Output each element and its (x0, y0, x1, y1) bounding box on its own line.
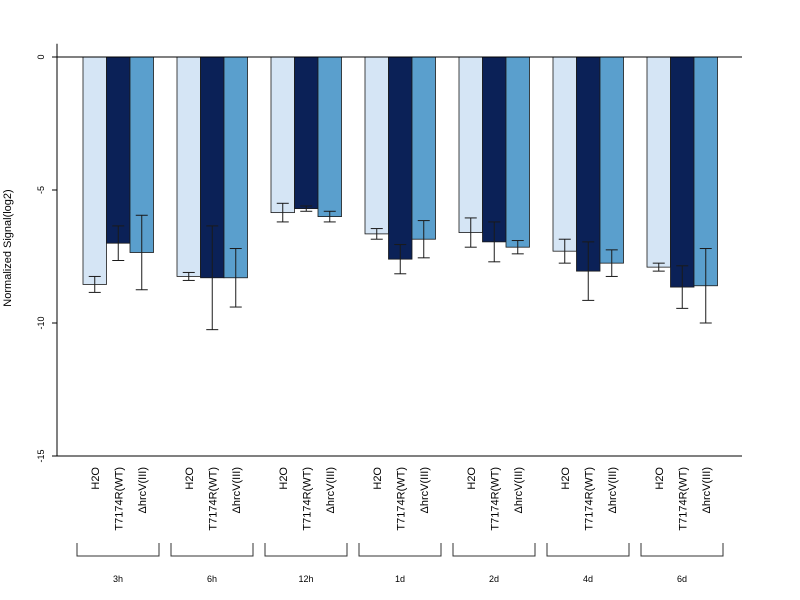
category-label: ΔhrcV(III) (137, 467, 149, 513)
group-bracket (640, 543, 724, 557)
category-label: T7174R(WT) (489, 467, 501, 531)
category-label: H2O (560, 467, 572, 490)
group-bracket (170, 543, 254, 557)
bar (552, 56, 577, 252)
y-tick-label: 0 (36, 54, 46, 59)
category-label: T7174R(WT) (583, 467, 595, 531)
category-label: ΔhrcV(III) (419, 467, 431, 513)
bar (458, 56, 483, 233)
bar (576, 56, 601, 272)
category-label: H2O (278, 467, 290, 490)
category-label: H2O (90, 467, 102, 490)
category-label: T7174R(WT) (395, 467, 407, 531)
bar (646, 56, 671, 268)
bar (106, 56, 131, 244)
group-bracket (358, 543, 442, 557)
y-axis-label: Normalized Signal(log2) (2, 189, 14, 306)
bar (670, 56, 695, 288)
group-label: 2d (489, 574, 499, 584)
bar (388, 56, 413, 260)
category-label: T7174R(WT) (301, 467, 313, 531)
bar (270, 56, 295, 214)
category-label: ΔhrcV(III) (701, 467, 713, 513)
bars-layer (82, 56, 718, 331)
y-tick-label: -5 (36, 186, 46, 194)
category-label: H2O (466, 467, 478, 490)
bar (505, 56, 530, 248)
category-label: H2O (184, 467, 196, 490)
bar (599, 56, 624, 264)
category-label: T7174R(WT) (113, 467, 125, 531)
bar (364, 56, 389, 235)
group-label: 1d (395, 574, 405, 584)
category-label: H2O (372, 467, 384, 490)
group-label: 6h (207, 574, 217, 584)
group-bracket (76, 543, 160, 557)
y-tick-label: -15 (36, 449, 46, 462)
bar (223, 56, 248, 279)
category-label: ΔhrcV(III) (607, 467, 619, 513)
bar (317, 56, 342, 218)
category-label: ΔhrcV(III) (513, 467, 525, 513)
category-label: ΔhrcV(III) (231, 467, 243, 513)
bar (482, 56, 507, 243)
group-label: 3h (113, 574, 123, 584)
group-label: 12h (298, 574, 313, 584)
y-tick-label: -10 (36, 316, 46, 329)
group-bracket (546, 543, 630, 557)
category-label: T7174R(WT) (207, 467, 219, 531)
group-bracket (264, 543, 348, 557)
group-bracket (452, 543, 536, 557)
axes-layer: 0 -5 -10 -15 H2O T7174R(WT) ΔhrcV(III) 3h H2O T71… (36, 43, 742, 584)
bar (411, 56, 436, 240)
bar (176, 56, 201, 277)
category-label: ΔhrcV(III) (325, 467, 337, 513)
category-label: T7174R(WT) (677, 467, 689, 531)
group-label: 6d (677, 574, 687, 584)
bar (82, 56, 107, 285)
bar (294, 56, 319, 210)
group-label: 4d (583, 574, 593, 584)
category-label: H2O (654, 467, 666, 490)
